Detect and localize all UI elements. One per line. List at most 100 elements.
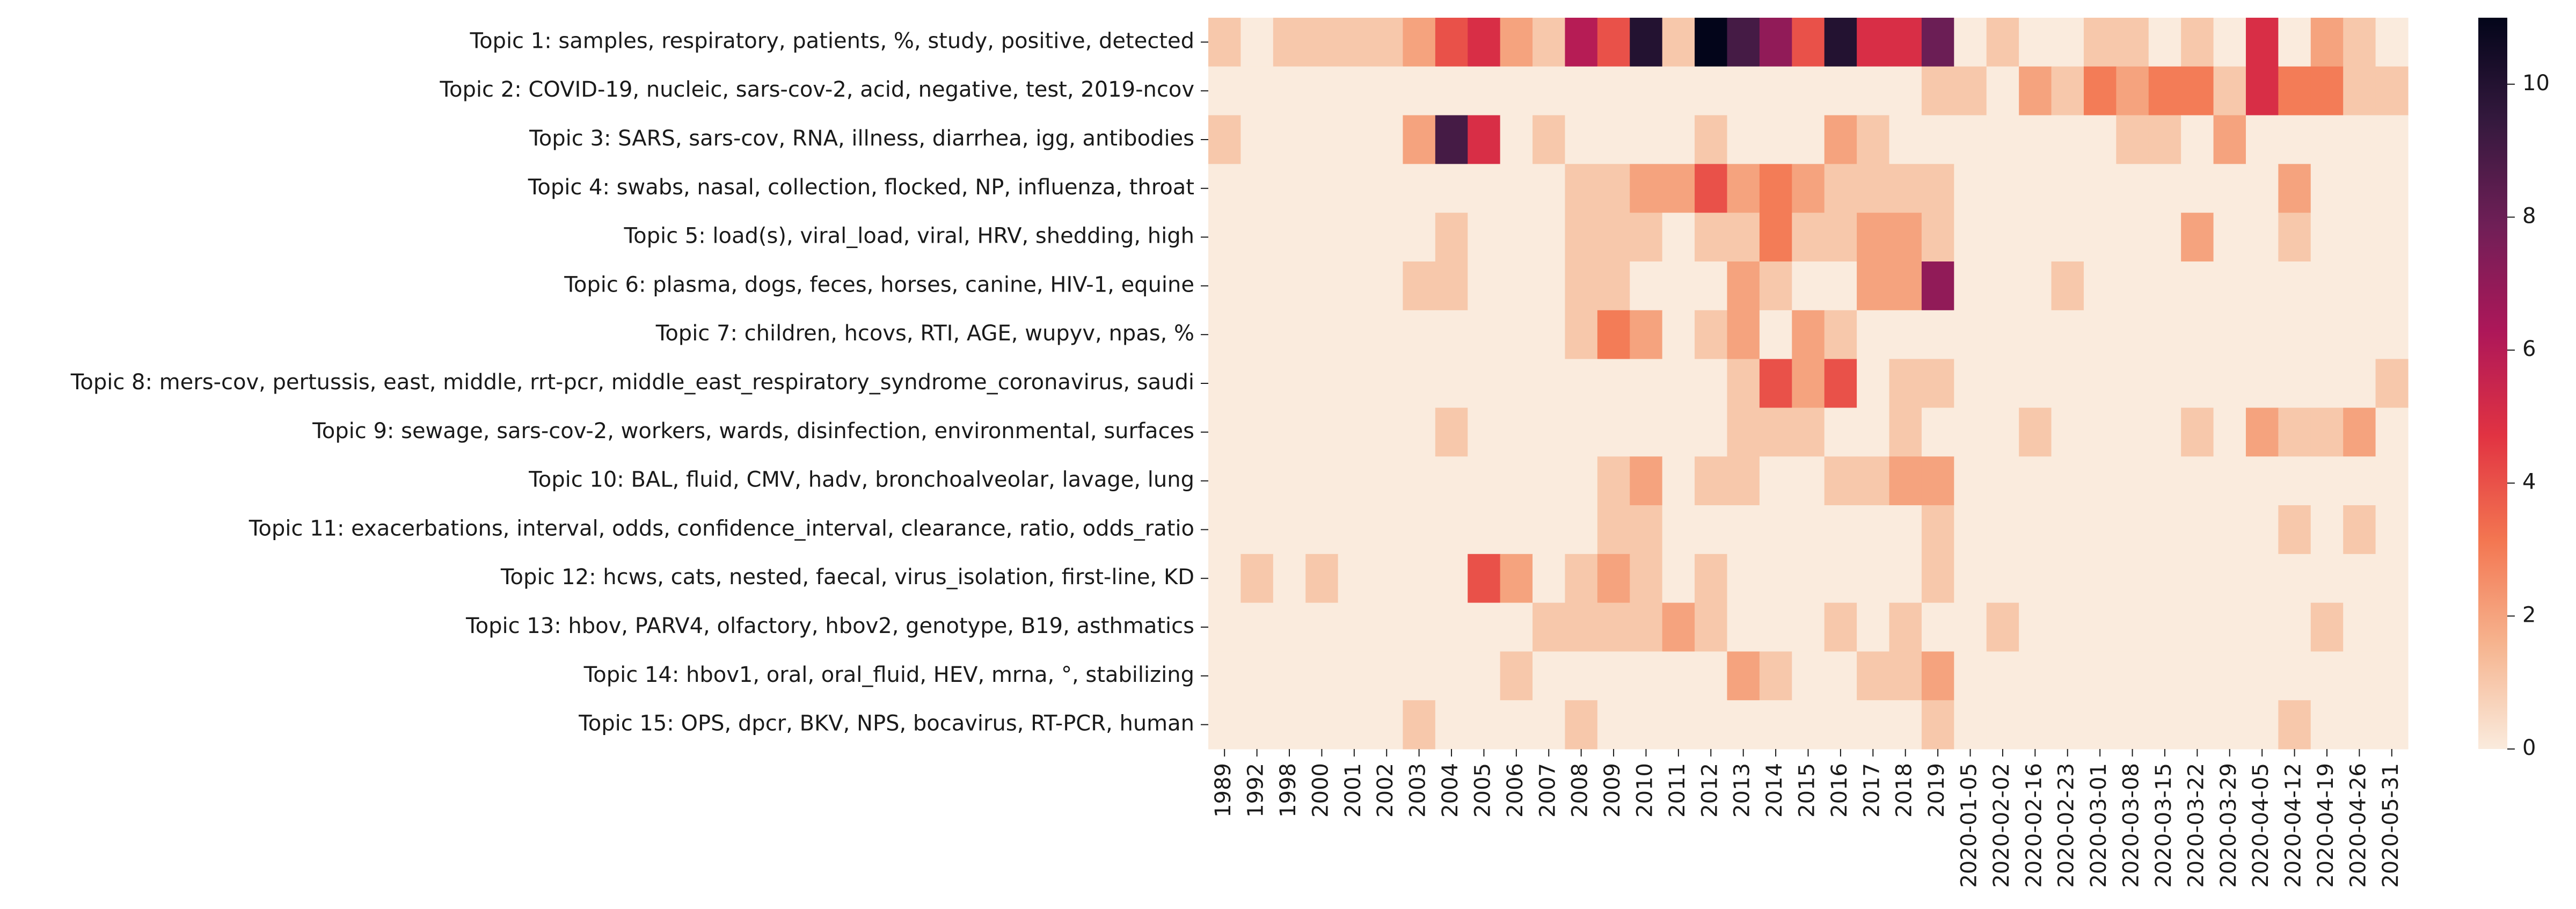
heatmap-cell: [1662, 359, 1695, 408]
x-tick-label: 2005: [1470, 763, 1495, 818]
heatmap-cell: [2051, 651, 2084, 701]
heatmap-cell: [1533, 66, 1566, 116]
x-tick-label: 2004: [1438, 763, 1463, 818]
heatmap-cell: [2019, 18, 2052, 67]
heatmap-cell: [1759, 554, 1792, 603]
heatmap-cell: [1435, 261, 1468, 311]
heatmap-cell: [2019, 456, 2052, 506]
heatmap-cell: [1662, 602, 1695, 652]
heatmap-cell: [1305, 261, 1339, 311]
heatmap-cell: [1727, 651, 1760, 701]
heatmap-cell: [1695, 261, 1728, 311]
heatmap-cell: [1565, 18, 1598, 67]
x-tick-label: 2016: [1827, 763, 1852, 818]
heatmap-cell: [2375, 66, 2409, 116]
heatmap-cell: [2116, 554, 2149, 603]
heatmap-cell: [2181, 602, 2214, 652]
heatmap-cell: [2278, 164, 2311, 213]
heatmap-cell: [2343, 505, 2376, 555]
heatmap-cell: [1533, 554, 1566, 603]
heatmap-cell: [1370, 115, 1404, 164]
heatmap-cell: [1857, 164, 1890, 213]
heatmap-cell: [1240, 66, 1274, 116]
heatmap-cell: [1759, 18, 1792, 67]
heatmap-cell: [2116, 66, 2149, 116]
heatmap-cell: [2343, 213, 2376, 262]
heatmap-cell: [1759, 651, 1792, 701]
heatmap-cell: [1630, 115, 1663, 164]
heatmap-cell: [2181, 456, 2214, 506]
heatmap-cell: [1240, 651, 1274, 701]
heatmap-cell: [1695, 213, 1728, 262]
heatmap-cell: [1565, 456, 1598, 506]
y-tick-label: Topic 14: hbov1, oral, oral_fluid, HEV, …: [583, 663, 1194, 687]
heatmap-cell: [1403, 115, 1436, 164]
x-tick-label: 2020-04-19: [2314, 763, 2338, 888]
heatmap-cell: [1824, 310, 1857, 360]
heatmap-cell: [2310, 18, 2344, 67]
heatmap-cell: [1370, 18, 1404, 67]
heatmap-cell: [1889, 359, 1922, 408]
heatmap-cell: [2181, 18, 2214, 67]
heatmap-cell: [1857, 66, 1890, 116]
x-tick-label: 2020-01-05: [1957, 763, 1982, 888]
heatmap-cell: [1986, 310, 2019, 360]
heatmap-cell: [1240, 18, 1274, 67]
heatmap-cell: [1208, 115, 1242, 164]
heatmap-cell: [2245, 213, 2279, 262]
heatmap-cell: [2375, 456, 2409, 506]
heatmap-cell: [2116, 310, 2149, 360]
heatmap-cell: [2343, 359, 2376, 408]
heatmap-cell: [2245, 115, 2279, 164]
heatmap-cell: [2019, 115, 2052, 164]
heatmap-cell: [1695, 310, 1728, 360]
heatmap-cell: [1889, 602, 1922, 652]
heatmap-cell: [1208, 164, 1242, 213]
heatmap-cell: [1824, 359, 1857, 408]
heatmap-cell: [1986, 164, 2019, 213]
heatmap-cell: [1921, 505, 1954, 555]
heatmap-cell: [1403, 310, 1436, 360]
heatmap-cell: [2213, 408, 2246, 457]
heatmap-cell: [2083, 115, 2117, 164]
heatmap-cell: [1986, 408, 2019, 457]
heatmap-cell: [1533, 700, 1566, 750]
heatmap-cell: [2019, 66, 2052, 116]
heatmap-cell: [1921, 66, 1954, 116]
heatmap-cell: [1403, 505, 1436, 555]
heatmap-cell: [1435, 66, 1468, 116]
heatmap-cell: [2116, 505, 2149, 555]
heatmap-cell: [2181, 66, 2214, 116]
heatmap-cell: [1305, 554, 1339, 603]
heatmap-cell: [1662, 554, 1695, 603]
heatmap-cell: [1500, 164, 1533, 213]
heatmap-cell: [1533, 505, 1566, 555]
heatmap-cell: [1305, 213, 1339, 262]
heatmap-cell: [1921, 115, 1954, 164]
y-tick-label: Topic 2: COVID-19, nucleic, sars-cov-2, …: [439, 77, 1194, 102]
heatmap-cell: [1954, 554, 1987, 603]
x-tick-label: 2012: [1697, 763, 1722, 818]
heatmap-cell: [1435, 164, 1468, 213]
heatmap-cell: [1630, 359, 1663, 408]
heatmap-cell: [1824, 602, 1857, 652]
heatmap-cell: [1273, 456, 1306, 506]
colorbar-tick-label: 0: [2522, 736, 2536, 760]
heatmap-cell: [1824, 18, 1857, 67]
heatmap-cell: [1954, 359, 1987, 408]
heatmap-cell: [2343, 310, 2376, 360]
heatmap-cell: [1792, 359, 1825, 408]
heatmap-cell: [1857, 310, 1890, 360]
colorbar-gradient: [2478, 18, 2507, 749]
heatmap-cell: [1597, 554, 1630, 603]
heatmap-cell: [1630, 164, 1663, 213]
heatmap-cell: [2245, 359, 2279, 408]
heatmap-cell: [1533, 18, 1566, 67]
heatmap-cell: [1338, 554, 1371, 603]
heatmap-cell: [1500, 213, 1533, 262]
heatmap-cell: [1824, 164, 1857, 213]
heatmap-cell: [1630, 651, 1663, 701]
heatmap-cell: [1500, 651, 1533, 701]
heatmap-cell: [1727, 261, 1760, 311]
